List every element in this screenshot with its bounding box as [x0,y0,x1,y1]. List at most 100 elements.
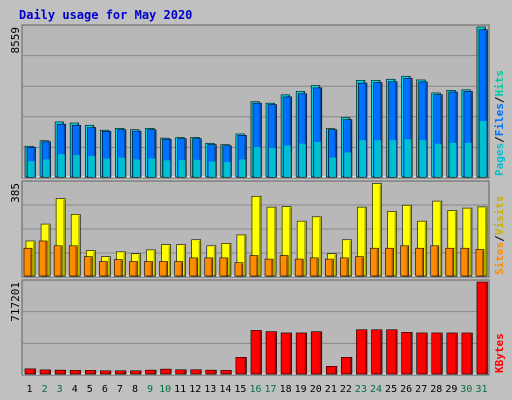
sites-bar-shade [150,262,153,276]
sites-bar-body [204,257,214,277]
visits-bar-shade [33,241,35,276]
visits-bar-shade [63,199,65,276]
kbytes-bar-shade [33,369,36,374]
sites-bar [385,247,394,277]
sites-bar-shade [271,260,273,276]
legend-entry: / [493,96,506,103]
kbytes-bar [220,370,232,375]
kbytes-bar-shade [63,371,66,374]
kbytes-bar-body [461,332,473,375]
x-tick-label: 12 [189,384,201,395]
sites-bar-shade [391,249,394,276]
kbytes-bar [130,370,142,375]
pages-bar [253,147,261,177]
pages-bar [374,140,382,177]
pages-bar [404,139,412,177]
pages-bar [344,152,351,177]
kbytes-bar [160,368,172,375]
sites-bar [144,261,153,277]
files-bar-shade [455,93,457,177]
sites-bar-body [400,245,409,277]
visits-bar-shade [424,222,427,276]
sites-bar [53,245,63,277]
kbytes-bar-body [69,370,82,375]
pages-bar [163,160,171,177]
x-tick-label: 19 [295,384,307,395]
pages-bar [299,143,306,177]
kbytes-bar-body [295,332,308,375]
sites-bar-body [83,256,93,277]
sites-bar-shade [105,262,107,276]
legend-entry: Pages [493,143,506,176]
visits-bar-shade [349,240,352,276]
visits-bar-shade [379,184,382,276]
pages-bar [479,120,487,177]
files-bar-shade [485,30,488,177]
legend-entry: Visits [493,196,506,236]
x-tick-label: 25 [385,384,397,395]
kbytes-bar [371,329,383,375]
sites-bar-shade [421,249,424,276]
kbytes-bar-shade [214,371,216,374]
files-bar-shade [349,120,352,177]
sites-bar-body [445,247,455,277]
files-bar-shade [319,88,322,177]
kbytes-bar-body [39,369,51,375]
kbytes-bar-body [265,331,277,375]
kbytes-bar-shade [184,370,186,374]
kbytes-bar [205,369,217,375]
sites-bar-shade [376,249,379,276]
files-bar-shade [425,82,427,177]
kbytes-bar-shade [93,371,96,374]
sites-bar [234,262,244,277]
y-max-label: 717201 [9,282,22,322]
sites-bar [415,247,425,277]
pages-bar [434,143,442,177]
sites-bar-shade [466,249,469,276]
pages-bar [238,159,246,177]
x-tick-label: 1 [27,384,33,395]
x-tick-label: 26 [400,384,412,395]
sites-bar [445,247,455,277]
sites-bar-body [294,258,304,277]
sites-bar-body [219,257,229,277]
sites-bar-body [309,257,319,277]
kbytes-bar-body [100,370,112,375]
kbytes-bar [461,332,473,375]
kbytes-bar-shade [78,371,81,374]
sites-bar-body [430,245,440,277]
sites-bar-shade [361,257,364,276]
kbytes-bar-body [115,370,127,375]
legend-entry: / [493,136,506,143]
sites-bar-body [475,249,485,277]
files-bar-shade [334,130,337,177]
sites-bar [460,247,470,277]
visits-bar-shade [123,252,126,276]
sites-bar-shade [195,258,198,276]
x-tick-label: 30 [460,384,472,395]
kbytes-bar [235,357,247,375]
sites-bar-shade [75,246,77,276]
files-bar-shade [63,125,66,177]
sites-bar-shade [286,256,288,276]
kbytes-bar-body [446,332,458,375]
pages-bar [58,154,65,177]
sites-bar-body [99,261,108,277]
sites-bar [174,261,184,277]
kbytes-bar-shade [410,333,412,374]
y-max-label: 385 [9,183,22,203]
sites-bar-body [264,258,274,277]
kbytes-bar-body [341,357,353,375]
kbytes-bar-body [431,332,443,375]
files-bar-shade [108,132,111,177]
sites-bar-shade [346,258,349,276]
sites-bar-body [159,261,168,277]
kbytes-bar-shade [380,330,382,374]
sites-bar-shade [135,262,138,276]
sites-bar [309,257,319,277]
visits-bar-shade [183,245,186,276]
chart-title: Daily usage for May 2020 [19,8,192,22]
sites-bar-body [340,257,349,277]
visits-bar-shade [485,207,487,276]
